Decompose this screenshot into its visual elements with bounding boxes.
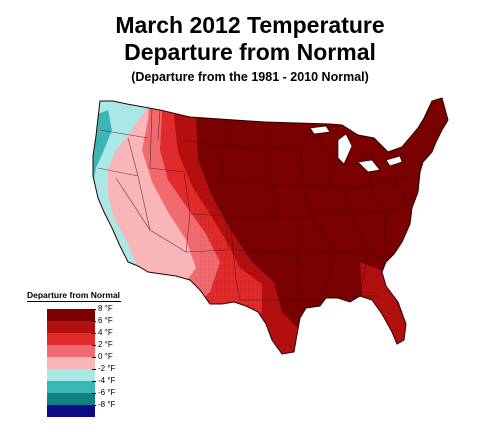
- legend-swatch: [47, 321, 95, 333]
- legend-colorbar: [47, 309, 95, 417]
- great-lakes: [309, 125, 403, 173]
- legend-tick-label: 4 °F: [92, 328, 115, 338]
- legend-tick-label: 6 °F: [92, 316, 115, 326]
- map-title-line1: March 2012 Temperature: [115, 12, 385, 38]
- legend-swatch: [47, 393, 95, 405]
- legend-swatch: [47, 381, 95, 393]
- legend-tick-label: -2 °F: [92, 364, 115, 374]
- legend-swatch: [47, 333, 95, 345]
- legend-rule: [27, 301, 121, 302]
- legend-tick-label: 2 °F: [92, 340, 115, 350]
- legend-tick-label: 0 °F: [92, 352, 115, 362]
- legend-tick-label: 8 °F: [92, 304, 115, 314]
- legend-swatch: [47, 405, 95, 417]
- legend-title: Departure from Normal: [27, 290, 121, 300]
- legend-swatch: [47, 309, 95, 321]
- legend-tick-label: -6 °F: [92, 388, 115, 398]
- map-subtitle: (Departure from the 1981 - 2010 Normal): [131, 70, 369, 84]
- stipple-texture: [200, 120, 448, 320]
- legend-swatch: [47, 369, 95, 381]
- legend-swatch: [47, 345, 95, 357]
- legend-tick-label: -8 °F: [92, 400, 115, 410]
- legend-swatch: [47, 357, 95, 369]
- legend-tick-label: -4 °F: [92, 376, 115, 386]
- map-title-line2: Departure from Normal: [124, 39, 376, 65]
